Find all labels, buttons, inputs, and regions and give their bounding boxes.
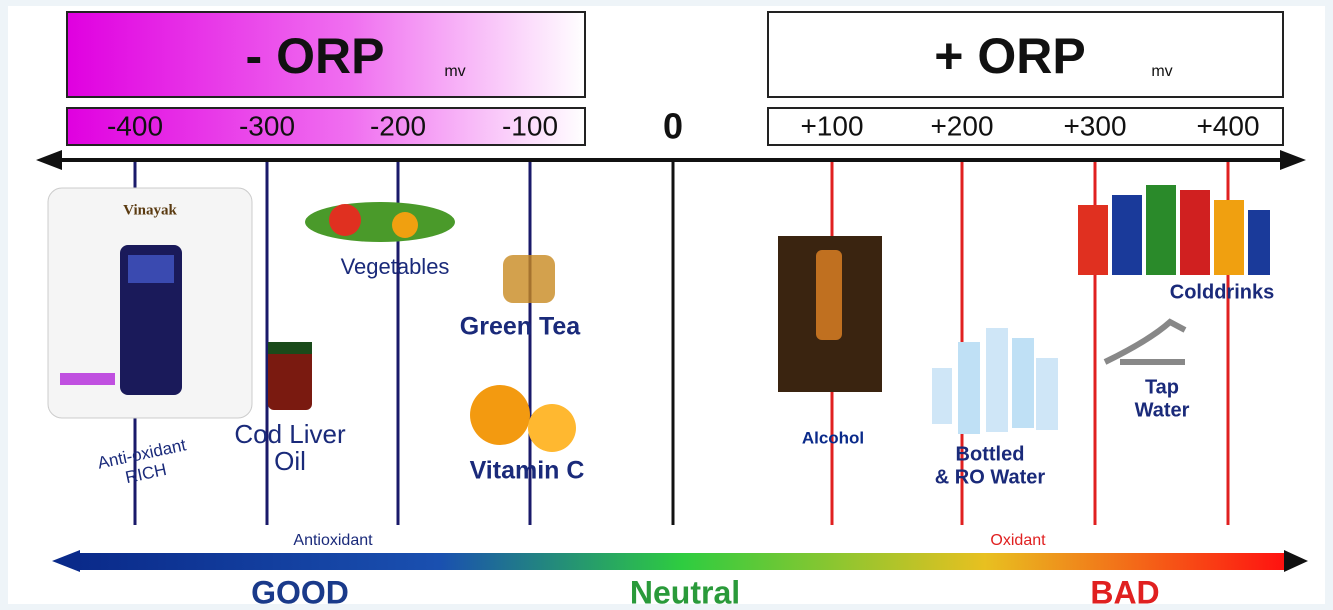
item-label: & RO Water — [935, 466, 1046, 488]
vegetables-image — [305, 202, 455, 242]
neutral-label: Neutral — [630, 574, 740, 610]
item-label: Vinayak — [123, 202, 177, 218]
scale-tick: +300 — [1063, 110, 1126, 141]
oxidant-label: Oxidant — [990, 532, 1046, 549]
positive-title: + ORP — [934, 28, 1085, 84]
item-label: Colddrinks — [1170, 281, 1274, 303]
scale-tick: +100 — [800, 110, 863, 141]
orange-image — [470, 385, 530, 445]
item-label: Tap — [1145, 376, 1179, 398]
item-label: Vegetables — [341, 254, 450, 279]
item-label: Vitamin C — [470, 457, 585, 485]
tea-image — [503, 255, 555, 303]
ionizer-strip — [60, 373, 115, 385]
item-label: Oil — [274, 446, 306, 476]
pepper — [392, 212, 418, 238]
tomato — [329, 204, 361, 236]
orp-diagram: - ORP mv + ORP mv 0 Antioxidant Oxidant … — [0, 0, 1333, 610]
zero-label: 0 — [663, 106, 683, 147]
scale-tick: -300 — [239, 110, 295, 141]
orange-slice — [528, 404, 576, 452]
item-label: Bottled — [956, 443, 1025, 465]
good-label: GOOD — [251, 574, 349, 610]
positive-unit: mv — [1151, 63, 1172, 80]
negative-unit: mv — [444, 63, 465, 80]
scale-tick: -100 — [502, 110, 558, 141]
scale-tick: +200 — [930, 110, 993, 141]
scale-tick: -400 — [107, 110, 163, 141]
good-bad-bar — [76, 553, 1288, 570]
bad-label: BAD — [1090, 574, 1159, 610]
ionizer-screen — [128, 255, 174, 283]
item-label: Cod Liver — [234, 419, 346, 449]
scale-tick: -200 — [370, 110, 426, 141]
scale-tick: +400 — [1196, 110, 1259, 141]
bottle-cap — [268, 342, 312, 354]
item-label: Alcohol — [802, 428, 864, 447]
item-label: Green Tea — [460, 313, 582, 341]
negative-title: - ORP — [246, 28, 385, 84]
antioxidant-label: Antioxidant — [293, 532, 373, 549]
item-label: Water — [1135, 399, 1190, 421]
alcohol-bottle — [816, 250, 842, 340]
